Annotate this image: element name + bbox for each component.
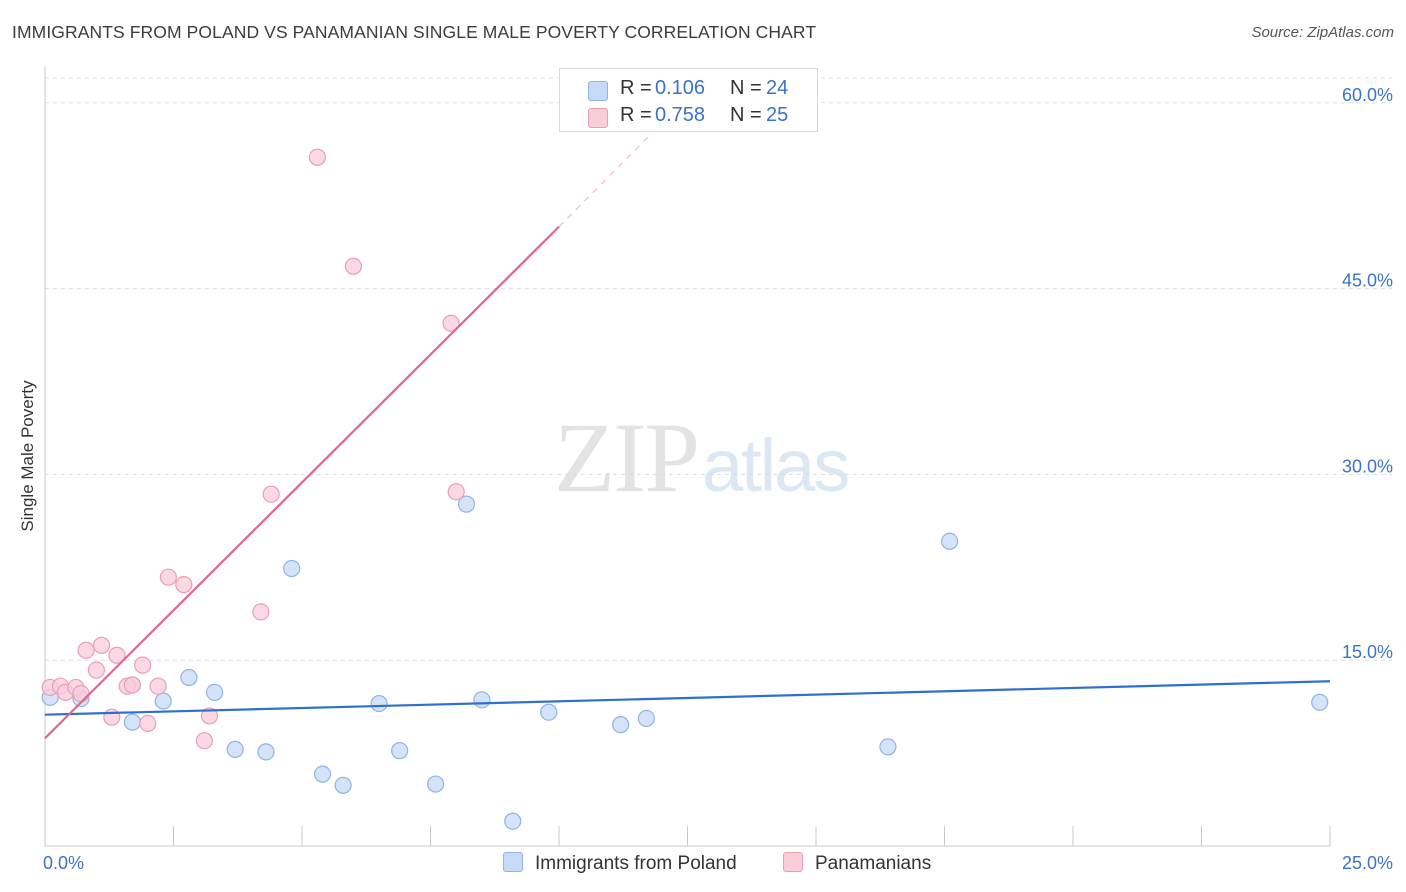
poland-point bbox=[313, 765, 332, 783]
watermark-atlas: atlas bbox=[702, 424, 850, 507]
poland-point bbox=[370, 694, 388, 713]
panamanian-point bbox=[442, 314, 460, 332]
legend-r-value: 0.106 bbox=[655, 77, 706, 99]
poland-trendline bbox=[44, 680, 1331, 716]
panamanian-trendline-extension bbox=[558, 133, 652, 228]
poland-point bbox=[612, 716, 630, 734]
panamanian-point bbox=[103, 708, 121, 726]
bottom-legend-swatch-poland bbox=[503, 852, 523, 872]
poland-point bbox=[334, 776, 352, 794]
poland-point bbox=[427, 775, 445, 793]
legend-n-label: N = bbox=[730, 77, 762, 99]
bottom-legend-poland: Immigrants from Poland bbox=[503, 852, 737, 875]
bottom-legend-swatch-panamanians bbox=[783, 852, 803, 872]
panamanian-trendline bbox=[44, 225, 560, 740]
panamanian-point bbox=[77, 641, 95, 659]
panamanian-point bbox=[159, 568, 177, 586]
watermark-zip: ZIP bbox=[554, 402, 700, 513]
legend-r-value: 0.758 bbox=[655, 104, 706, 126]
panamanian-point bbox=[87, 661, 106, 679]
panamanian-point bbox=[447, 483, 465, 501]
panamanian-point bbox=[123, 676, 141, 694]
panamanian-point bbox=[195, 732, 213, 750]
panamanian-point bbox=[108, 646, 126, 664]
legend-swatch-poland bbox=[588, 81, 608, 101]
poland-point bbox=[180, 668, 198, 687]
y-tick-label: 60.0% bbox=[1342, 85, 1393, 105]
correlation-legend: R = 0.106 N = 24 R = 0.758 N = 25 bbox=[559, 68, 818, 132]
chart-source: Source: ZipAtlas.com bbox=[1251, 24, 1394, 41]
panamanian-point bbox=[134, 656, 152, 674]
poland-point bbox=[941, 532, 959, 550]
poland-point bbox=[504, 812, 522, 830]
legend-n-label: N = bbox=[730, 104, 762, 126]
y-tick-label: 45.0% bbox=[1342, 271, 1393, 291]
poland-point bbox=[473, 691, 491, 709]
legend-n-value: 25 bbox=[766, 104, 789, 126]
panamanian-point bbox=[139, 714, 157, 732]
legend-r-label: R = bbox=[620, 77, 652, 99]
poland-point bbox=[123, 713, 141, 731]
panamanian-point bbox=[175, 576, 193, 594]
poland-point bbox=[226, 740, 244, 758]
poland-point bbox=[154, 692, 172, 710]
panamanian-point bbox=[344, 257, 362, 275]
poland-point bbox=[637, 709, 655, 728]
legend-r-label: R = bbox=[620, 104, 652, 126]
poland-point bbox=[257, 743, 275, 761]
watermark: ZIPatlas bbox=[554, 400, 850, 515]
poland-point bbox=[879, 738, 897, 756]
bottom-legend-label-poland: Immigrants from Poland bbox=[535, 853, 737, 874]
x-tick-label-min: 0.0% bbox=[43, 853, 84, 873]
poland-point bbox=[283, 559, 301, 578]
chart-title: IMMIGRANTS FROM POLAND VS PANAMANIAN SIN… bbox=[12, 22, 817, 42]
panamanian-point bbox=[262, 485, 280, 503]
bottom-legend-label-panamanians: Panamanians bbox=[815, 853, 932, 874]
x-tick-label-max: 25.0% bbox=[1342, 853, 1393, 873]
panamanian-point bbox=[92, 636, 111, 654]
poland-point bbox=[206, 683, 224, 702]
legend-n-value: 24 bbox=[766, 77, 789, 99]
panamanian-point bbox=[200, 707, 219, 725]
bottom-legend-panamanians: Panamanians bbox=[783, 852, 931, 875]
y-axis-label: Single Male Poverty bbox=[18, 380, 37, 532]
y-tick-label: 15.0% bbox=[1342, 642, 1393, 662]
poland-point bbox=[391, 742, 409, 760]
panamanian-point bbox=[252, 603, 270, 621]
y-tick-label: 30.0% bbox=[1342, 456, 1393, 476]
panamanian-point bbox=[72, 685, 90, 703]
panamanian-point bbox=[308, 148, 327, 166]
poland-point bbox=[1311, 693, 1329, 711]
legend-swatch-panamanians bbox=[588, 108, 608, 128]
poland-point bbox=[540, 703, 558, 721]
panamanian-point bbox=[149, 677, 167, 695]
poland-point bbox=[457, 495, 476, 513]
